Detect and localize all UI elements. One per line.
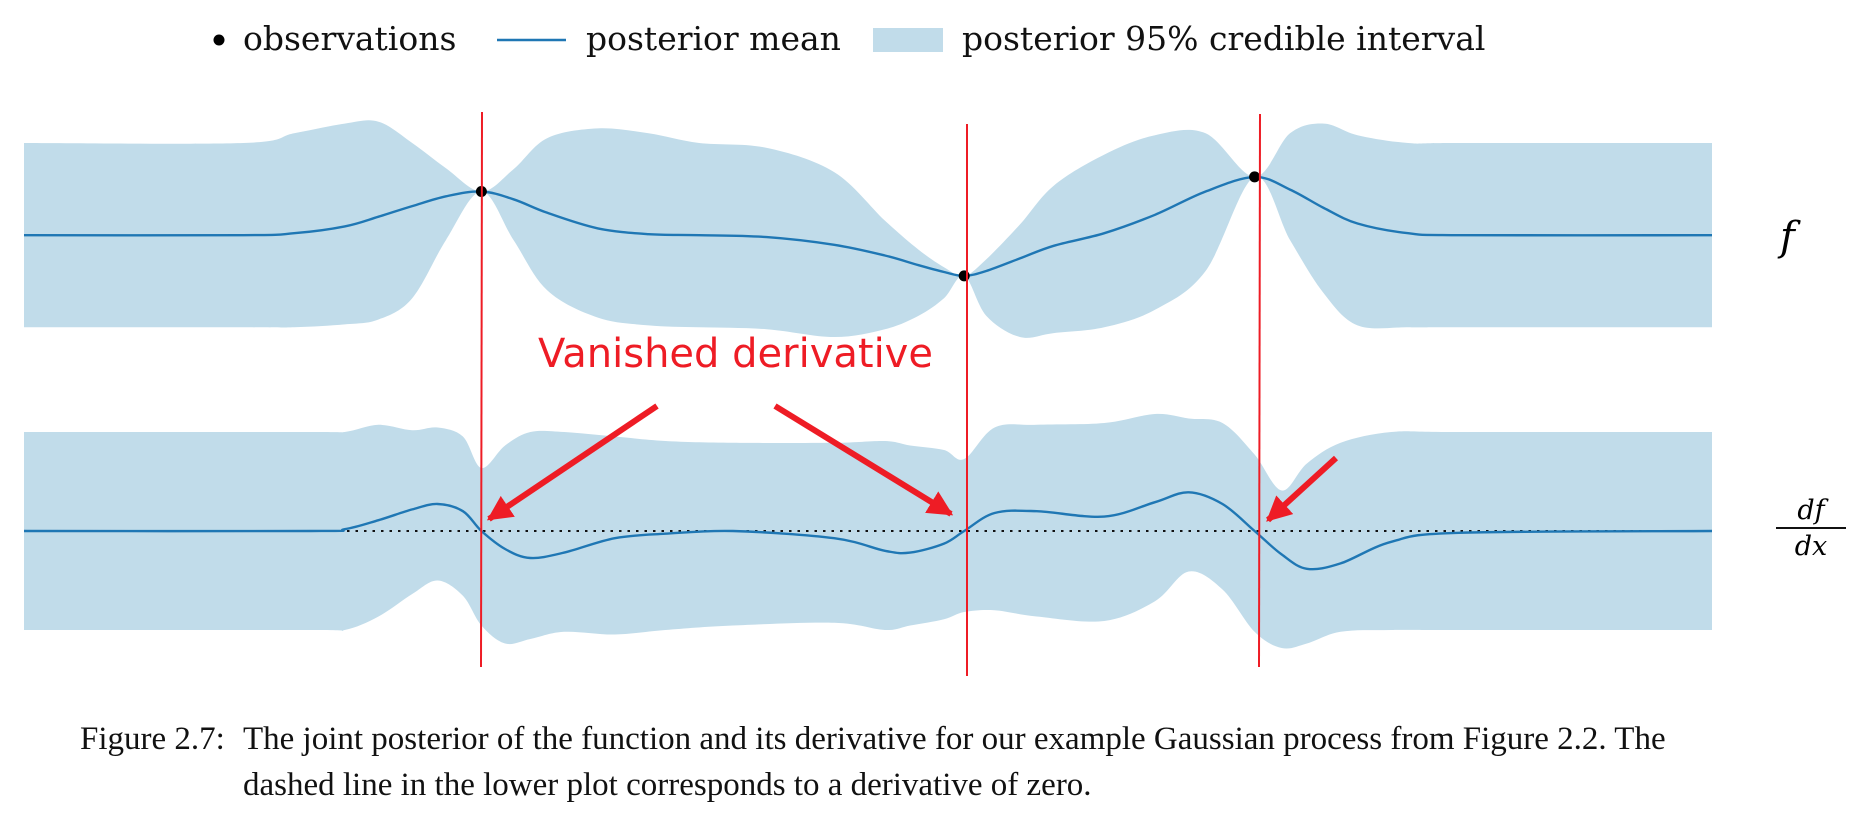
- legend-interval-swatch: [873, 28, 943, 52]
- legend-observations-label: observations: [243, 19, 456, 58]
- panel-derivative: df dx: [24, 414, 1846, 649]
- derivative-label-denominator: dx: [1795, 531, 1828, 562]
- panel-f: f: [24, 120, 1801, 338]
- marker-line-3: [1259, 114, 1260, 667]
- marker-line-1: [481, 112, 482, 667]
- legend-observation-marker: [214, 35, 225, 46]
- observation-point: [959, 270, 970, 281]
- derivative-label-numerator: df: [1797, 495, 1828, 526]
- caption-line-1: The joint posterior of the function and …: [243, 717, 1666, 761]
- caption-line-2: dashed line in the lower plot correspond…: [243, 763, 1092, 807]
- annotation-text: Vanished derivative: [538, 331, 933, 377]
- legend: observations posterior mean posterior 95…: [214, 19, 1486, 58]
- observation-point: [1249, 171, 1260, 182]
- legend-interval-label: posterior 95% credible interval: [962, 19, 1485, 58]
- legend-mean-label: posterior mean: [586, 19, 841, 58]
- f-axis-label: f: [1777, 214, 1801, 260]
- derivative-axis-label: df dx: [1776, 495, 1846, 562]
- caption-label: Figure 2.7:: [80, 717, 225, 761]
- f-credible-band: [24, 120, 1712, 338]
